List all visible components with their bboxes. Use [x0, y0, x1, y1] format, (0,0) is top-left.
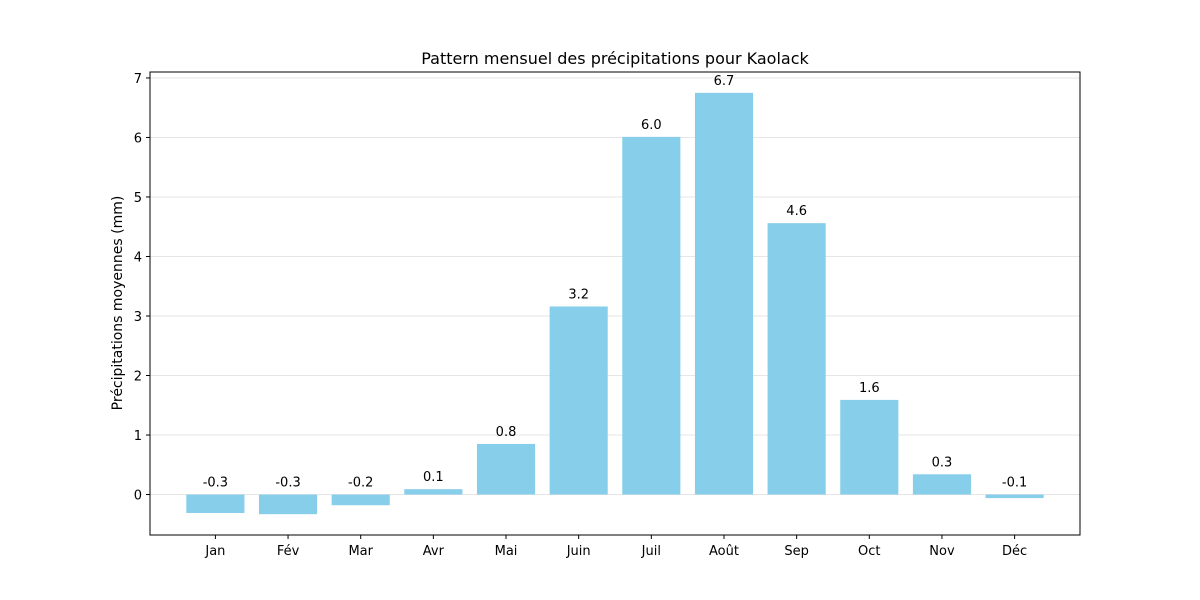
x-tick-label: Déc	[1002, 544, 1027, 559]
x-tick-label: Jan	[204, 544, 225, 559]
x-tick-label: Oct	[858, 544, 880, 559]
x-tick-label: Sep	[784, 544, 809, 559]
x-tick-label: Juil	[641, 544, 661, 559]
x-tick-label: Juin	[566, 544, 591, 559]
x-tick-label: Mai	[495, 544, 518, 559]
data-label: 6.7	[714, 74, 735, 89]
grid-lines	[150, 77, 1080, 496]
y-tick-label: 6	[134, 131, 142, 146]
bar	[694, 92, 754, 495]
bar	[840, 399, 899, 495]
bar	[622, 136, 681, 495]
bar	[549, 306, 608, 495]
data-label: 0.3	[932, 455, 953, 470]
data-label: -0.3	[203, 476, 228, 491]
chart-title: Pattern mensuel des précipitations pour …	[421, 49, 809, 68]
y-tick-label: 7	[134, 72, 142, 87]
y-tick-label: 2	[134, 370, 142, 385]
data-labels: -0.3 -0.3 -0.2 0.1 0.8 3.2 6.0 6.7 4.6 1.6 0.3 -0.1	[203, 74, 1028, 491]
y-tick-label: 4	[134, 250, 142, 265]
data-label: 3.2	[568, 287, 589, 302]
bar	[985, 494, 1044, 499]
y-tick-label: 0	[134, 489, 142, 504]
x-tick-label: Avr	[423, 544, 445, 559]
data-label: 0.8	[496, 425, 517, 440]
x-tick-label: Août	[709, 544, 739, 559]
bar	[912, 474, 972, 495]
y-tick-label: 5	[134, 191, 142, 206]
x-tick-label: Fév	[277, 544, 300, 559]
bar	[767, 223, 826, 495]
data-label: 0.1	[423, 470, 444, 485]
bars	[186, 92, 1044, 515]
data-label: 4.6	[786, 204, 807, 219]
bar	[258, 494, 318, 515]
data-label: 1.6	[859, 381, 880, 396]
bar	[331, 494, 390, 506]
x-tick-label: Nov	[929, 544, 955, 559]
bar	[186, 494, 245, 513]
data-label: -0.3	[275, 476, 300, 491]
data-label: -0.2	[348, 476, 373, 491]
x-tick-label: Mar	[348, 544, 373, 559]
plot-frame	[149, 71, 1081, 536]
bar	[404, 489, 463, 495]
y-tick-label: 1	[134, 429, 142, 444]
bar	[476, 443, 536, 495]
data-label: 6.0	[641, 118, 662, 133]
axes: 0 1 2 3 4 5 6 7 Jan Fév Mar Avr Mai Juin Juil Août Sep Oc…	[134, 72, 1027, 559]
data-label: -0.1	[1002, 476, 1027, 491]
y-axis-label: Précipitations moyennes (mm)	[110, 196, 126, 411]
y-tick-label: 3	[134, 310, 142, 325]
